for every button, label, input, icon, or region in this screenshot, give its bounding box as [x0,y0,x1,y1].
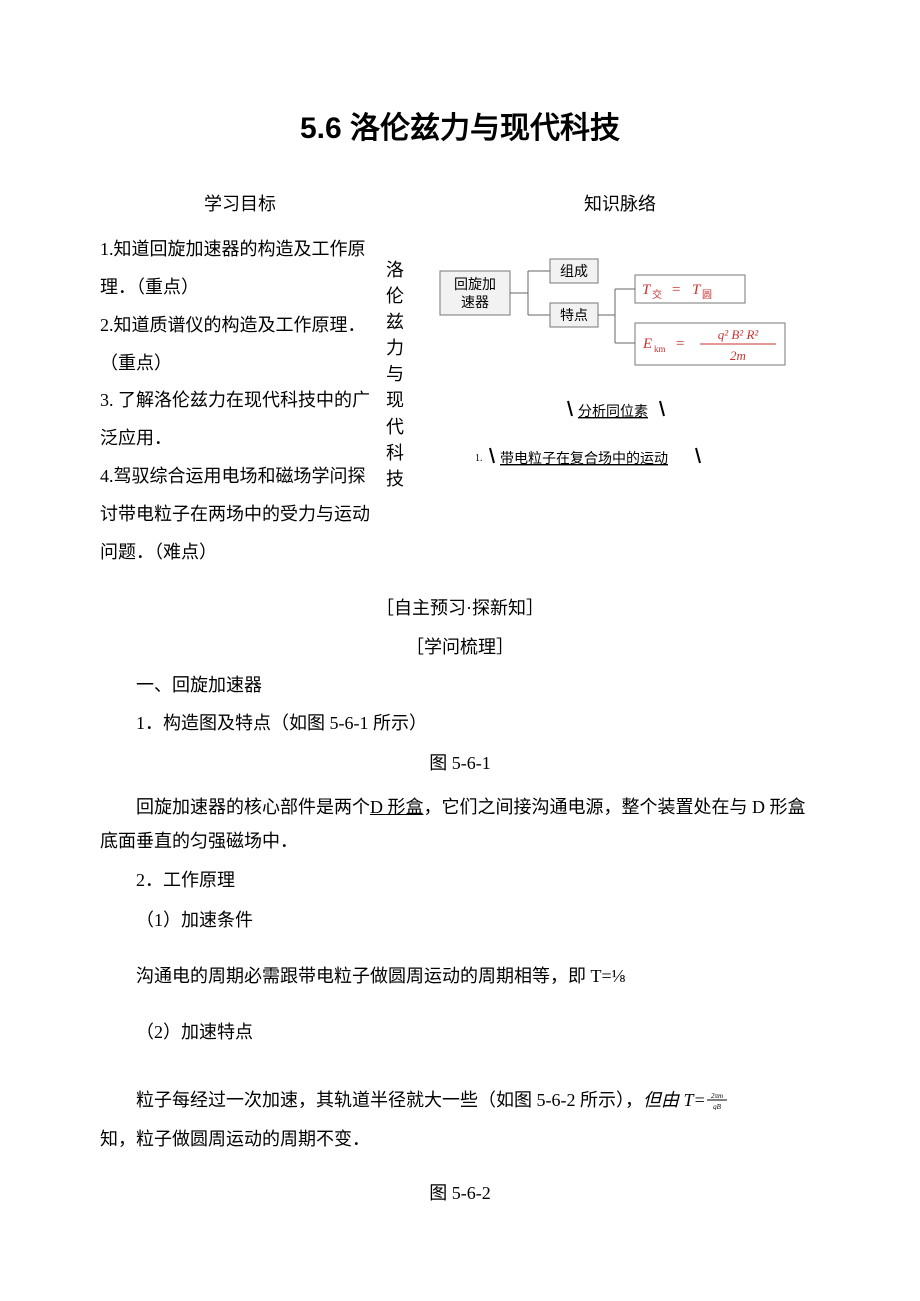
vertical-label: 洛伦兹力与现代科技 [380,187,410,492]
sub-2-text-cont: 知，粒子做圆周运动的周期不变． [100,1122,820,1156]
spacer [100,943,820,955]
core-underline: D 形盒 [370,797,424,817]
svg-text:组成: 组成 [560,264,588,280]
svg-text:特点: 特点 [560,308,588,324]
sub-2-label: （2）加速特点 [100,1015,820,1049]
knowledge-header: 知识脉络 [420,187,820,221]
section-1-heading: 一、回旋加速器 [100,668,820,702]
objective-item: 2.知道质谱仪的构造及工作原理．（重点） [100,307,380,383]
core-paragraph: 回旋加速器的核心部件是两个D 形盒，它们之间接沟通电源，整个装置处在与 D 形盒… [100,790,820,858]
figure-label-1: 图 5-6-1 [100,746,820,780]
svg-text:q² B² R²: q² B² R² [718,327,760,342]
point-text: ．工作原理 [145,870,235,890]
spacer [100,1160,820,1170]
spacer [100,997,820,1009]
objective-item: 3. 了解洛伦兹力在现代科技中的广泛应用． [100,382,380,458]
svg-text:回旋加: 回旋加 [454,277,496,293]
sub-1-label: （1）加速条件 [100,903,820,937]
objective-item: 4.驾驭综合运用电场和磁场学问探讨带电粒子在两场中的受力与运动问题．（难点） [100,458,380,571]
section-1-point-2: 2．工作原理 [100,863,820,897]
svg-text:速器: 速器 [461,295,489,311]
pre-subtitle-1: ［自主预习·探新知］ [100,591,820,625]
svg-text:1.: 1. [475,453,483,464]
section-1-point-1: 1．构造图及特点（如图 5-6-1 所示） [100,706,820,740]
svg-text:圆: 圆 [702,289,712,301]
figure-label-2: 图 5-6-2 [100,1176,820,1210]
svg-text:km: km [654,344,666,354]
sub-1-text-a: 沟通电的周期必需跟带电粒子做圆周运动的周期相等，即 T= [136,966,612,986]
num-label: 1 [136,713,145,733]
knowledge-column: 知识脉络 回旋加 速器 组成 特点 [410,187,820,491]
objectives-column: 学习目标 1.知道回旋加速器的构造及工作原理．（重点） 2.知道质谱仪的构造及工… [100,187,380,571]
svg-text:=: = [672,282,680,298]
sub-1-frac: ⅛ [612,966,626,986]
sub-2-text: 粒子每经过一次加速，其轨道半径就大一些（如图 5-6-2 所示），但由 T=2π… [100,1083,820,1117]
sub-2-b: 但由 T= [643,1090,706,1110]
page-root: 5.6 洛伦兹力与现代科技 学习目标 1.知道回旋加速器的构造及工作原理．（重点… [0,0,920,1280]
sub-2-c: 知，粒子做圆周运动的周期不变． [100,1129,370,1149]
objective-item: 1.知道回旋加速器的构造及工作原理．（重点） [100,231,380,307]
objectives-header: 学习目标 [100,187,380,221]
pre-subtitle-2: ［学问梳理］ [100,630,820,664]
formula-frac-icon: 2πm qB [706,1090,728,1110]
page-title: 5.6 洛伦兹力与现代科技 [100,100,820,157]
svg-text:带电粒子在复合场中的运动: 带电粒子在复合场中的运动 [500,450,668,467]
sub-1-text: 沟通电的周期必需跟带电粒子做圆周运动的周期相等，即 T=⅛ [100,959,820,993]
svg-text:qB: qB [713,1103,722,1110]
top-row: 学习目标 1.知道回旋加速器的构造及工作原理．（重点） 2.知道质谱仪的构造及工… [100,187,820,571]
svg-text:=: = [676,336,684,352]
point-text: ．构造图及特点（如图 5-6-1 所示） [145,713,427,733]
core-text-a: 回旋加速器的核心部件是两个 [136,797,370,817]
num-label: 2 [136,870,145,890]
svg-text:2πm: 2πm [711,1092,723,1100]
svg-text:分析同位素: 分析同位素 [578,404,648,420]
svg-text:交: 交 [652,288,662,301]
vertical-label-text: 洛伦兹力与现代科技 [386,260,404,489]
sub-2-a: 粒子每经过一次加速，其轨道半径就大一些（如图 5-6-2 所示）， [136,1090,643,1110]
svg-text:E: E [642,336,652,352]
spacer [100,1055,820,1079]
svg-text:2m: 2m [730,348,746,363]
knowledge-map-svg: 回旋加 速器 组成 特点 T 交 [420,241,820,491]
